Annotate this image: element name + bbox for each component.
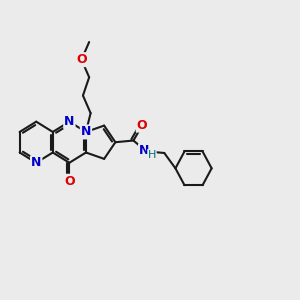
Text: O: O — [64, 175, 75, 188]
Text: N: N — [81, 125, 91, 138]
Text: O: O — [137, 118, 147, 132]
Text: N: N — [139, 144, 149, 157]
Text: N: N — [31, 156, 41, 169]
Text: H: H — [148, 150, 156, 160]
Text: O: O — [76, 53, 87, 66]
Text: N: N — [64, 115, 74, 128]
